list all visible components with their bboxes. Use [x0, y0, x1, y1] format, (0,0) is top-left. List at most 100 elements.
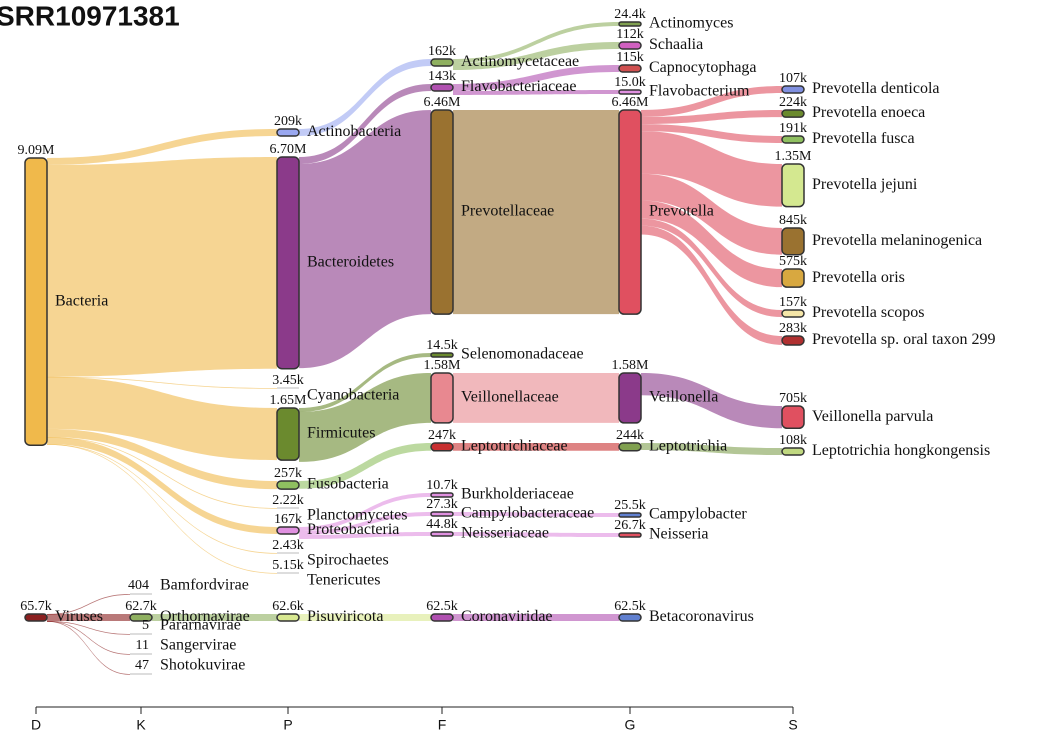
link [641, 443, 782, 455]
link [299, 373, 431, 462]
node [618, 512, 642, 518]
node [24, 613, 48, 622]
link [299, 110, 431, 369]
node [618, 372, 642, 424]
node [430, 109, 454, 315]
node-value: 2.43k [272, 538, 304, 553]
link [299, 532, 431, 539]
link [641, 200, 782, 288]
node-value: 575k [779, 254, 807, 269]
node-value: 62.7k [125, 599, 157, 614]
node-name: Pisuviricota [307, 608, 383, 625]
link [47, 157, 277, 377]
node [781, 85, 805, 94]
node-value: 27.3k [426, 497, 458, 512]
node [276, 407, 300, 461]
axis-label: G [625, 717, 636, 733]
links [47, 22, 782, 675]
node-value: 191k [779, 121, 807, 136]
node [430, 442, 454, 452]
axis-label: F [438, 717, 447, 733]
node-name: Proteobacteria [307, 521, 399, 538]
node-value: 6.46M [424, 95, 462, 110]
node-value: 209k [274, 114, 302, 129]
node-name: Betacoronavirus [649, 608, 754, 625]
node-value: 143k [428, 69, 456, 84]
node-name: Sangervirae [160, 637, 236, 654]
node-name: Veillonella parvula [812, 408, 933, 425]
node [781, 405, 805, 430]
node-value: 1.35M [775, 149, 813, 164]
node-name: Prevotella [649, 203, 714, 220]
node [781, 335, 805, 346]
node-name: Leptotrichia [649, 438, 727, 455]
node-value: 108k [779, 433, 807, 448]
node-name: Neisseriaceae [461, 525, 549, 542]
node-name: Prevotella scopos [812, 304, 924, 321]
node-name: Planctomycetes [307, 507, 407, 524]
link [299, 84, 431, 164]
node-value: 162k [428, 44, 456, 59]
node [430, 511, 454, 517]
node-value: 845k [779, 213, 807, 228]
node-value: 404 [128, 578, 149, 593]
node-name: Schaalia [649, 36, 703, 53]
node-name: Neisseria [649, 526, 709, 543]
node-name: Spirochaetes [307, 552, 389, 569]
node [430, 352, 454, 358]
node [781, 135, 805, 144]
node [618, 89, 642, 95]
link [453, 532, 619, 537]
axis-label: S [788, 717, 797, 733]
node-name: Selenomonadaceae [461, 346, 584, 363]
link [453, 443, 619, 451]
link [47, 129, 277, 165]
node-name: Shotokuvirae [160, 657, 245, 674]
node [430, 613, 454, 622]
link [47, 443, 277, 574]
node [618, 109, 642, 315]
node [129, 613, 153, 622]
node [618, 41, 642, 50]
node-value: 247k [428, 428, 456, 443]
node [430, 492, 454, 498]
link [453, 512, 619, 517]
node-name: Bamfordvirae [160, 577, 249, 594]
node [781, 447, 805, 456]
link [641, 86, 782, 117]
node-name: Fusobacteria [307, 476, 389, 493]
node-name: Actinomycetaceae [461, 53, 579, 70]
node-value: 24.4k [614, 7, 646, 22]
link [453, 22, 619, 63]
link [641, 225, 782, 345]
node-value: 15.0k [614, 75, 646, 90]
node [781, 109, 805, 118]
node-value: 167k [274, 512, 302, 527]
node-name: Campylobacter [649, 506, 747, 523]
node [618, 442, 642, 452]
node-value: 705k [779, 391, 807, 406]
link [299, 59, 431, 136]
node-name: Burkholderiaceae [461, 486, 574, 503]
node-name: Pararnavirae [160, 617, 241, 634]
node-value: 1.58M [612, 358, 650, 373]
link [47, 621, 130, 635]
link [453, 42, 619, 70]
node-value: 257k [274, 466, 302, 481]
link [299, 353, 431, 412]
axis-label: D [31, 717, 41, 733]
node-name: Leptotrichia hongkongensis [812, 442, 990, 459]
node-value: 157k [779, 295, 807, 310]
node-name: Capnocytophaga [649, 59, 757, 76]
node [430, 83, 454, 92]
chart-title: SRR10971381 [0, 0, 180, 31]
link [47, 376, 277, 461]
node-name: Viruses [55, 608, 103, 625]
link [641, 124, 782, 143]
node-name: Coronaviridae [461, 608, 553, 625]
axis-label: P [283, 717, 292, 733]
node [618, 21, 642, 27]
